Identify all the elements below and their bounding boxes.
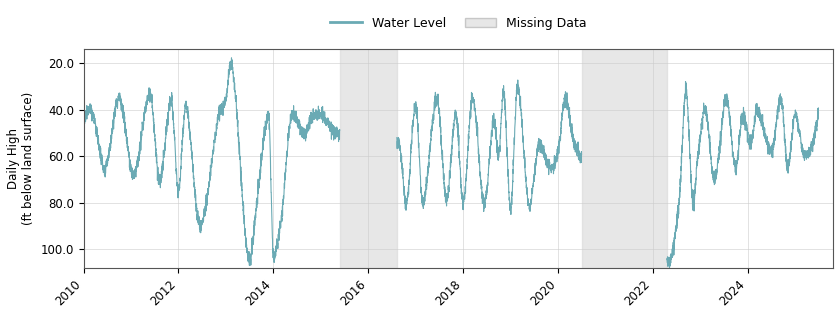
Legend: Water Level, Missing Data: Water Level, Missing Data <box>325 12 591 35</box>
Y-axis label: Daily High
(ft below land surface): Daily High (ft below land surface) <box>7 92 35 225</box>
Bar <box>339 49 396 268</box>
Bar <box>581 49 667 268</box>
